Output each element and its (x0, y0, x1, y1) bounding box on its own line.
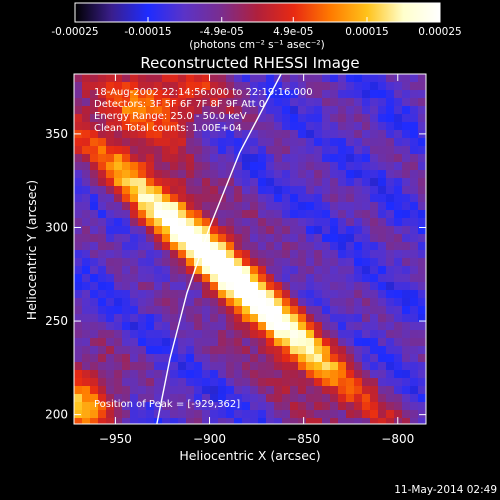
x-tick-label: −850 (287, 432, 320, 446)
annotation-time-range: 18-Aug-2002 22:14:56.000 to 22:19:16.000 (94, 87, 313, 98)
y-axis-label: Heliocentric Y (arcsec) (24, 180, 39, 320)
colorbar-ticks: -0.00025 -0.00015 -4.9e-05 4.9e-05 0.00015 0.… (51, 17, 462, 38)
y-tick-label: 200 (45, 408, 68, 422)
colorbar-tick-label: 0.00015 (345, 26, 388, 38)
colorbar-unit-label: (photons cm⁻² s⁻¹ asec⁻²) (189, 39, 324, 51)
annotation-detectors: Detectors: 3F 5F 6F 7F 8F 9F Att 0 (94, 99, 265, 110)
plot-frame (73, 73, 427, 425)
chart-title: Reconstructed RHESSI Image (140, 54, 359, 72)
colorbar-tick-label: -0.00015 (124, 26, 171, 38)
colorbar-tick-label: -4.9e-05 (200, 26, 244, 38)
colorbar (74, 2, 441, 23)
colorbar-tick-label: -0.00025 (51, 26, 98, 38)
annotation-energy-range: Energy Range: 25.0 - 50.0 keV (94, 111, 247, 122)
timestamp: 11-May-2014 02:49 (394, 484, 497, 496)
colorbar-tick-label: 4.9e-05 (273, 26, 313, 38)
x-tick-label: −800 (381, 432, 414, 446)
x-tick-label: −950 (99, 432, 132, 446)
annotation-peak-position: Position of Peak = [-929,362] (94, 399, 240, 410)
y-tick-label: 350 (45, 127, 68, 141)
x-axis-label: Heliocentric X (arcsec) (179, 448, 320, 463)
y-tick-label: 300 (45, 220, 68, 234)
y-tick-label: 250 (45, 314, 68, 328)
x-tick-label: −900 (193, 432, 226, 446)
colorbar-tick-label: 0.00025 (418, 26, 461, 38)
annotation-clean-counts: Clean Total counts: 1.00E+04 (94, 123, 242, 134)
axis-ticks: −950 −900 −850 −800 200 250 300 350 (45, 74, 426, 446)
heatmap-image (74, 74, 426, 424)
solar-limb-line (156, 74, 282, 424)
